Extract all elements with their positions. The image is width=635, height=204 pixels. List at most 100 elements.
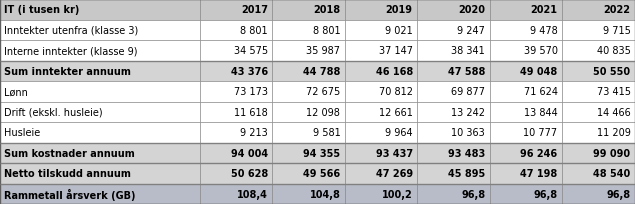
Bar — [272, 184, 345, 204]
Text: 2021: 2021 — [530, 5, 558, 15]
Bar — [272, 41, 345, 61]
Text: 69 877: 69 877 — [451, 87, 485, 97]
Text: 11 209: 11 209 — [597, 128, 631, 137]
Text: Husleie: Husleie — [4, 128, 41, 137]
Bar — [490, 184, 562, 204]
Text: 2019: 2019 — [385, 5, 413, 15]
Bar — [345, 102, 417, 122]
Text: 49 566: 49 566 — [304, 169, 340, 178]
Text: 46 168: 46 168 — [375, 67, 413, 76]
Bar — [345, 122, 417, 143]
Text: 11 618: 11 618 — [234, 107, 268, 117]
Text: 9 964: 9 964 — [385, 128, 413, 137]
Bar — [562, 184, 635, 204]
Bar — [272, 143, 345, 163]
Bar — [345, 20, 417, 41]
Bar — [490, 20, 562, 41]
Bar — [417, 61, 490, 82]
Bar — [272, 61, 345, 82]
Bar — [562, 41, 635, 61]
Text: 50 550: 50 550 — [594, 67, 631, 76]
Bar — [200, 61, 272, 82]
Text: 14 466: 14 466 — [597, 107, 631, 117]
Text: 8 801: 8 801 — [240, 26, 268, 35]
Text: 35 987: 35 987 — [306, 46, 340, 56]
Bar — [562, 20, 635, 41]
Text: 100,2: 100,2 — [382, 189, 413, 199]
Bar — [200, 102, 272, 122]
Bar — [417, 184, 490, 204]
Text: Interne inntekter (klasse 9): Interne inntekter (klasse 9) — [4, 46, 138, 56]
Text: Inntekter utenfra (klasse 3): Inntekter utenfra (klasse 3) — [4, 26, 138, 35]
Bar — [417, 163, 490, 184]
Text: 50 628: 50 628 — [231, 169, 268, 178]
Text: 99 090: 99 090 — [594, 148, 631, 158]
Text: 94 355: 94 355 — [304, 148, 340, 158]
Bar — [562, 163, 635, 184]
Text: 47 198: 47 198 — [520, 169, 558, 178]
Bar — [272, 163, 345, 184]
Text: Drift (ekskl. husleie): Drift (ekskl. husleie) — [4, 107, 103, 117]
Text: 93 437: 93 437 — [376, 148, 413, 158]
Bar — [562, 0, 635, 20]
Text: 48 540: 48 540 — [593, 169, 631, 178]
Text: 39 570: 39 570 — [523, 46, 558, 56]
Bar — [562, 82, 635, 102]
Bar — [0, 82, 200, 102]
Bar — [490, 41, 562, 61]
Bar — [0, 122, 200, 143]
Text: 13 844: 13 844 — [524, 107, 558, 117]
Text: 12 098: 12 098 — [307, 107, 340, 117]
Text: 45 895: 45 895 — [448, 169, 485, 178]
Text: 93 483: 93 483 — [448, 148, 485, 158]
Text: 38 341: 38 341 — [451, 46, 485, 56]
Text: Sum kostnader annuum: Sum kostnader annuum — [4, 148, 135, 158]
Bar — [562, 122, 635, 143]
Bar — [0, 184, 200, 204]
Text: 96,8: 96,8 — [461, 189, 485, 199]
Bar — [417, 143, 490, 163]
Bar — [0, 61, 200, 82]
Text: 43 376: 43 376 — [231, 67, 268, 76]
Bar — [0, 102, 200, 122]
Bar — [272, 122, 345, 143]
Bar — [490, 122, 562, 143]
Text: Netto tilskudd annuum: Netto tilskudd annuum — [4, 169, 131, 178]
Bar — [345, 143, 417, 163]
Text: 9 247: 9 247 — [457, 26, 485, 35]
Text: 9 715: 9 715 — [603, 26, 631, 35]
Text: 2018: 2018 — [313, 5, 340, 15]
Bar — [490, 143, 562, 163]
Bar — [0, 143, 200, 163]
Text: 34 575: 34 575 — [234, 46, 268, 56]
Bar — [200, 0, 272, 20]
Text: 9 021: 9 021 — [385, 26, 413, 35]
Bar — [490, 61, 562, 82]
Text: 13 242: 13 242 — [451, 107, 485, 117]
Bar — [200, 82, 272, 102]
Text: 2020: 2020 — [458, 5, 485, 15]
Text: 108,4: 108,4 — [237, 189, 268, 199]
Text: Rammetall årsverk (GB): Rammetall årsverk (GB) — [4, 188, 136, 200]
Text: 9 581: 9 581 — [312, 128, 340, 137]
Bar — [345, 82, 417, 102]
Text: 96 246: 96 246 — [521, 148, 558, 158]
Text: 73 415: 73 415 — [596, 87, 631, 97]
Bar — [417, 41, 490, 61]
Bar — [0, 163, 200, 184]
Bar — [490, 163, 562, 184]
Bar — [200, 143, 272, 163]
Bar — [417, 122, 490, 143]
Bar — [0, 41, 200, 61]
Text: 12 661: 12 661 — [379, 107, 413, 117]
Bar — [417, 20, 490, 41]
Bar — [417, 82, 490, 102]
Bar — [345, 41, 417, 61]
Bar — [200, 163, 272, 184]
Text: Sum inntekter annuum: Sum inntekter annuum — [4, 67, 131, 76]
Bar — [0, 20, 200, 41]
Text: 72 675: 72 675 — [306, 87, 340, 97]
Text: 37 147: 37 147 — [378, 46, 413, 56]
Text: 2022: 2022 — [603, 5, 631, 15]
Bar — [272, 82, 345, 102]
